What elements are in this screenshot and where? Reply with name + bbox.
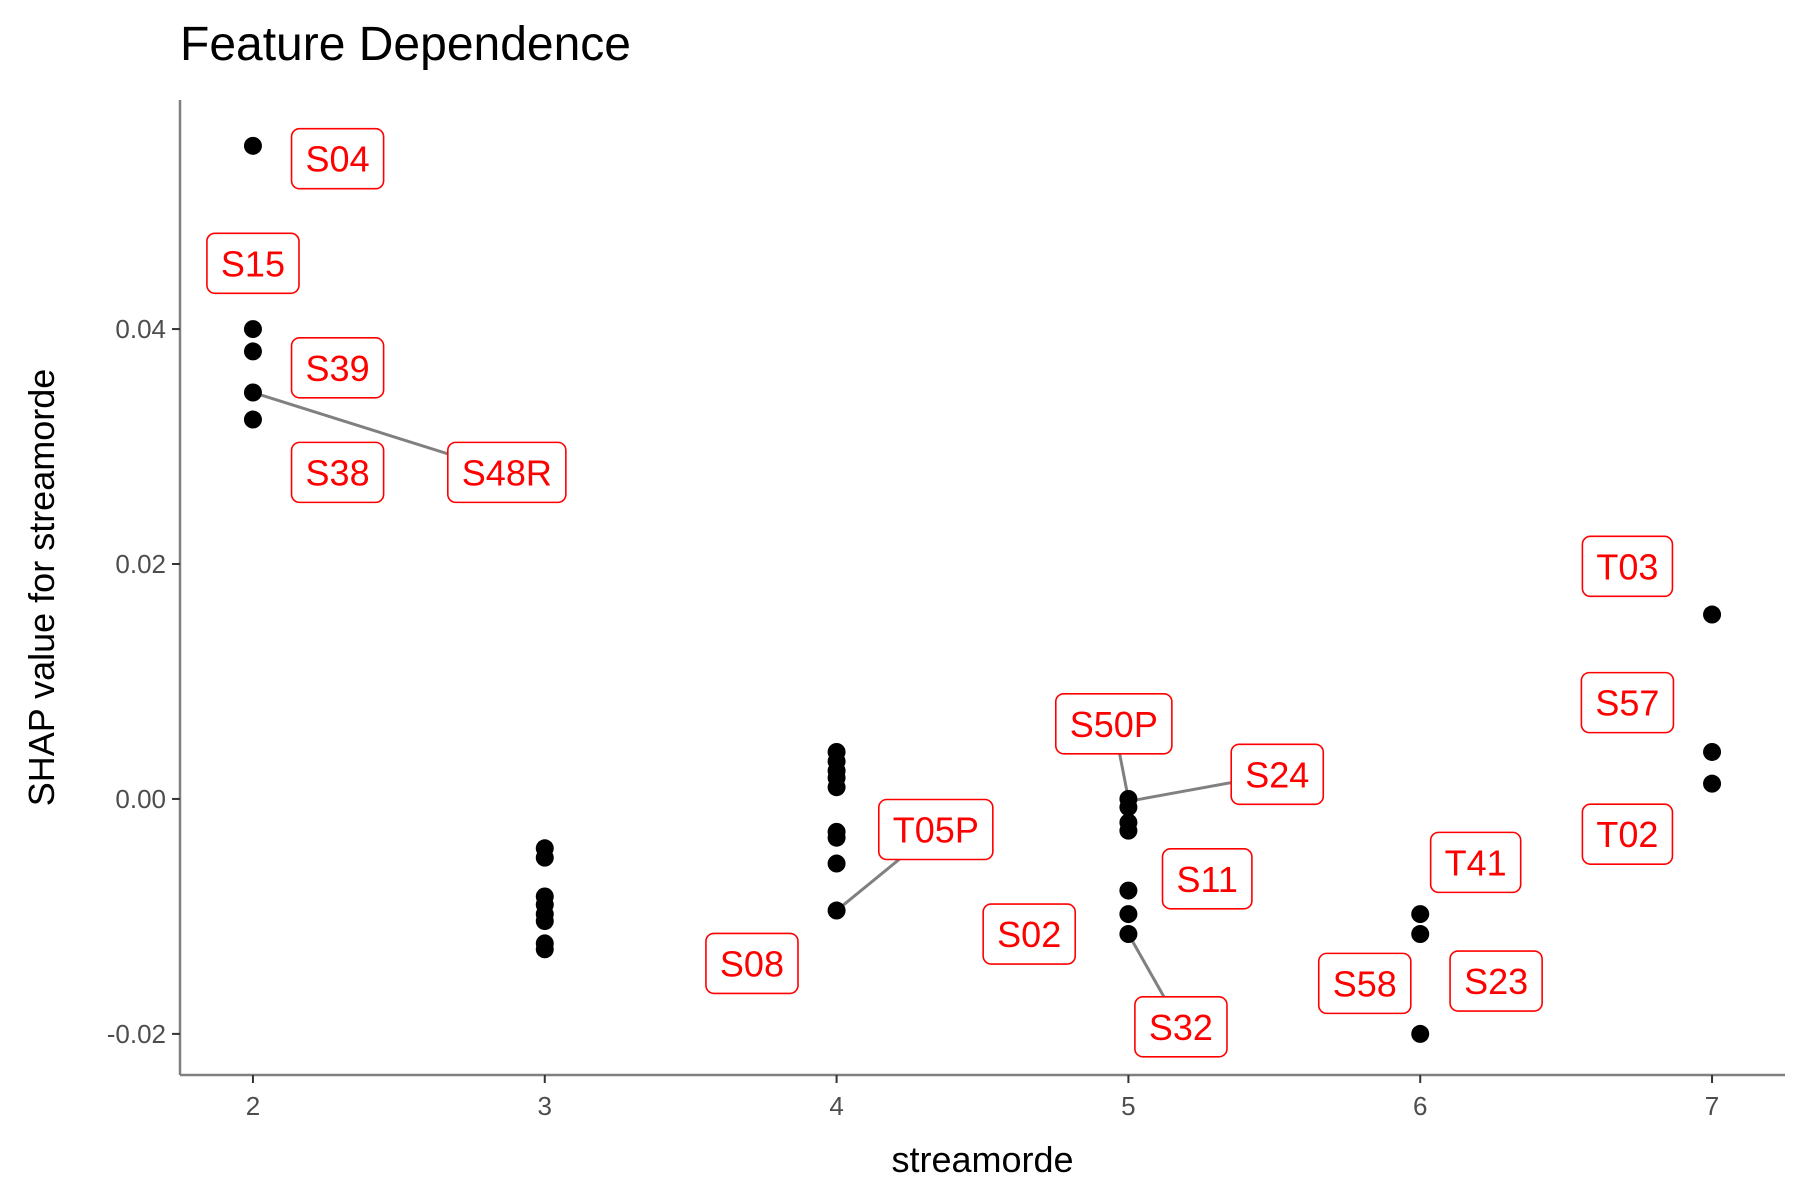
data-point	[535, 912, 554, 931]
point-label-text: S15	[221, 243, 285, 284]
data-point	[1411, 925, 1430, 944]
data-point	[1119, 821, 1138, 840]
data-point	[535, 940, 554, 959]
data-point	[535, 848, 554, 867]
point-label-box	[1054, 692, 1173, 755]
x-tick-label: 6	[1413, 1091, 1427, 1121]
point-label-box	[1134, 996, 1228, 1058]
point-label-text: T03	[1596, 546, 1658, 587]
point-label-text: S50P	[1070, 704, 1158, 745]
data-point	[243, 410, 262, 429]
x-tick-label: 3	[538, 1091, 552, 1121]
point-label: S58	[1317, 952, 1412, 1015]
data-point	[1119, 925, 1138, 944]
point-label: T41	[1429, 831, 1522, 894]
point-label-box	[447, 441, 567, 504]
point-label-text: T02	[1596, 814, 1658, 855]
point-label-text: S39	[306, 348, 370, 389]
point-label-text: S38	[306, 452, 370, 493]
data-point	[1119, 905, 1138, 924]
y-tick-label: 0.00	[115, 784, 166, 814]
point-label-box	[877, 798, 994, 861]
point-label-box	[290, 441, 385, 504]
point-label-text: S48R	[462, 452, 552, 493]
y-tick-label: 0.02	[115, 549, 166, 579]
point-label-box	[1581, 803, 1674, 865]
data-point	[1703, 774, 1722, 793]
point-label-box	[705, 932, 799, 995]
data-point	[827, 828, 846, 847]
point-label-text: T05P	[893, 809, 979, 850]
chart-title: Feature Dependence	[180, 18, 631, 71]
data-point	[1411, 1024, 1430, 1043]
point-label-text: S57	[1595, 683, 1659, 724]
x-tick-label: 4	[829, 1091, 843, 1121]
point-label-text: S08	[720, 943, 784, 984]
point-label: S39	[290, 337, 385, 399]
point-label: S32	[1134, 996, 1228, 1058]
point-label-text: S24	[1245, 754, 1309, 795]
data-point	[827, 778, 846, 797]
data-points	[243, 136, 1722, 1043]
point-label: S24	[1230, 743, 1325, 806]
point-label: S50P	[1054, 692, 1173, 755]
data-point	[827, 901, 846, 920]
y-tick-label: -0.02	[107, 1019, 166, 1049]
data-point	[243, 320, 262, 339]
point-label-box	[982, 903, 1077, 965]
data-point	[1119, 881, 1138, 900]
point-labels: S04 S15 S39 S38 S48R T05P S08 S50P S24 S11 S02 S32 T…	[206, 127, 1675, 1058]
x-tick-label: 7	[1705, 1091, 1719, 1121]
point-label-box	[1317, 952, 1412, 1015]
point-label-text: S23	[1464, 961, 1528, 1002]
data-point	[243, 136, 262, 155]
point-label: S15	[206, 232, 300, 295]
point-label: S11	[1161, 848, 1253, 910]
data-point	[1411, 905, 1430, 924]
axes: 2 3 4 5 6 7 -0.02 0.00 0.02 0.04	[107, 100, 1785, 1121]
point-label: S02	[982, 903, 1077, 965]
point-label-text: T41	[1445, 842, 1507, 883]
x-axis-title: streamorde	[891, 1139, 1073, 1180]
data-point	[1703, 605, 1722, 624]
x-tick-label: 2	[246, 1091, 260, 1121]
point-label-box	[1230, 743, 1325, 806]
point-label-box	[1161, 848, 1253, 910]
point-label-box	[1449, 950, 1543, 1012]
y-tick-label: 0.04	[115, 314, 166, 344]
y-axis-title: SHAP value for streamorde	[21, 369, 62, 807]
point-label: S38	[290, 441, 385, 504]
point-label: S57	[1580, 671, 1675, 734]
point-label-text: S02	[997, 914, 1061, 955]
data-point	[827, 854, 846, 873]
point-label-box	[1580, 671, 1675, 734]
point-label-box	[290, 337, 385, 399]
point-label: S04	[290, 127, 385, 190]
point-label: S23	[1449, 950, 1543, 1012]
data-point	[243, 383, 262, 402]
point-label-text: S58	[1333, 963, 1397, 1004]
data-point	[243, 342, 262, 361]
point-label: T03	[1581, 535, 1674, 598]
data-point	[1703, 742, 1722, 761]
point-label-box	[206, 232, 300, 295]
point-label: S08	[705, 932, 799, 995]
point-label-text: S11	[1177, 859, 1238, 900]
point-label: T02	[1581, 803, 1674, 865]
data-point	[1119, 798, 1138, 817]
point-label-box	[1429, 831, 1522, 894]
point-label-box	[1581, 535, 1674, 598]
x-tick-label: 5	[1121, 1091, 1135, 1121]
point-label-text: S04	[306, 139, 370, 180]
point-label: S48R	[447, 441, 567, 504]
point-label-box	[290, 127, 385, 190]
point-label: T05P	[877, 798, 994, 861]
point-label-text: S32	[1149, 1007, 1213, 1048]
